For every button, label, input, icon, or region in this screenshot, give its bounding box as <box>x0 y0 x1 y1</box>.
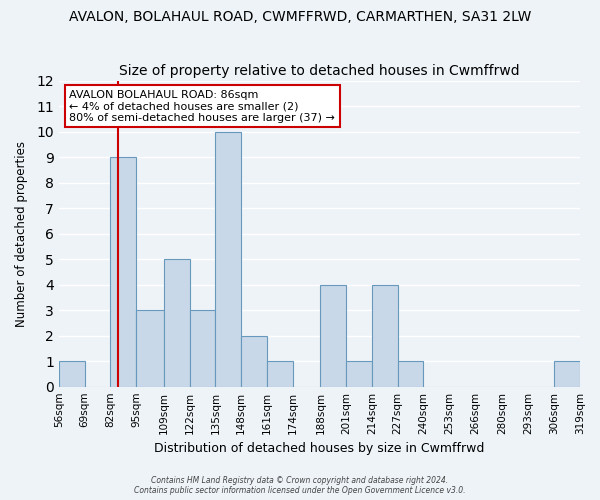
Bar <box>136 310 164 386</box>
Bar <box>372 284 398 386</box>
Bar <box>215 132 241 386</box>
Y-axis label: Number of detached properties: Number of detached properties <box>15 140 28 326</box>
Bar <box>110 157 136 386</box>
Text: Contains HM Land Registry data © Crown copyright and database right 2024.
Contai: Contains HM Land Registry data © Crown c… <box>134 476 466 495</box>
Title: Size of property relative to detached houses in Cwmffrwd: Size of property relative to detached ho… <box>119 64 520 78</box>
Bar <box>59 361 85 386</box>
Bar <box>346 361 372 386</box>
Bar <box>398 361 424 386</box>
Bar <box>190 310 215 386</box>
Text: AVALON, BOLAHAUL ROAD, CWMFFRWD, CARMARTHEN, SA31 2LW: AVALON, BOLAHAUL ROAD, CWMFFRWD, CARMART… <box>69 10 531 24</box>
Text: AVALON BOLAHAUL ROAD: 86sqm
← 4% of detached houses are smaller (2)
80% of semi-: AVALON BOLAHAUL ROAD: 86sqm ← 4% of deta… <box>70 90 335 123</box>
Bar <box>320 284 346 386</box>
Bar <box>554 361 580 386</box>
X-axis label: Distribution of detached houses by size in Cwmffrwd: Distribution of detached houses by size … <box>154 442 485 455</box>
Bar <box>267 361 293 386</box>
Bar <box>164 259 190 386</box>
Bar <box>241 336 267 386</box>
